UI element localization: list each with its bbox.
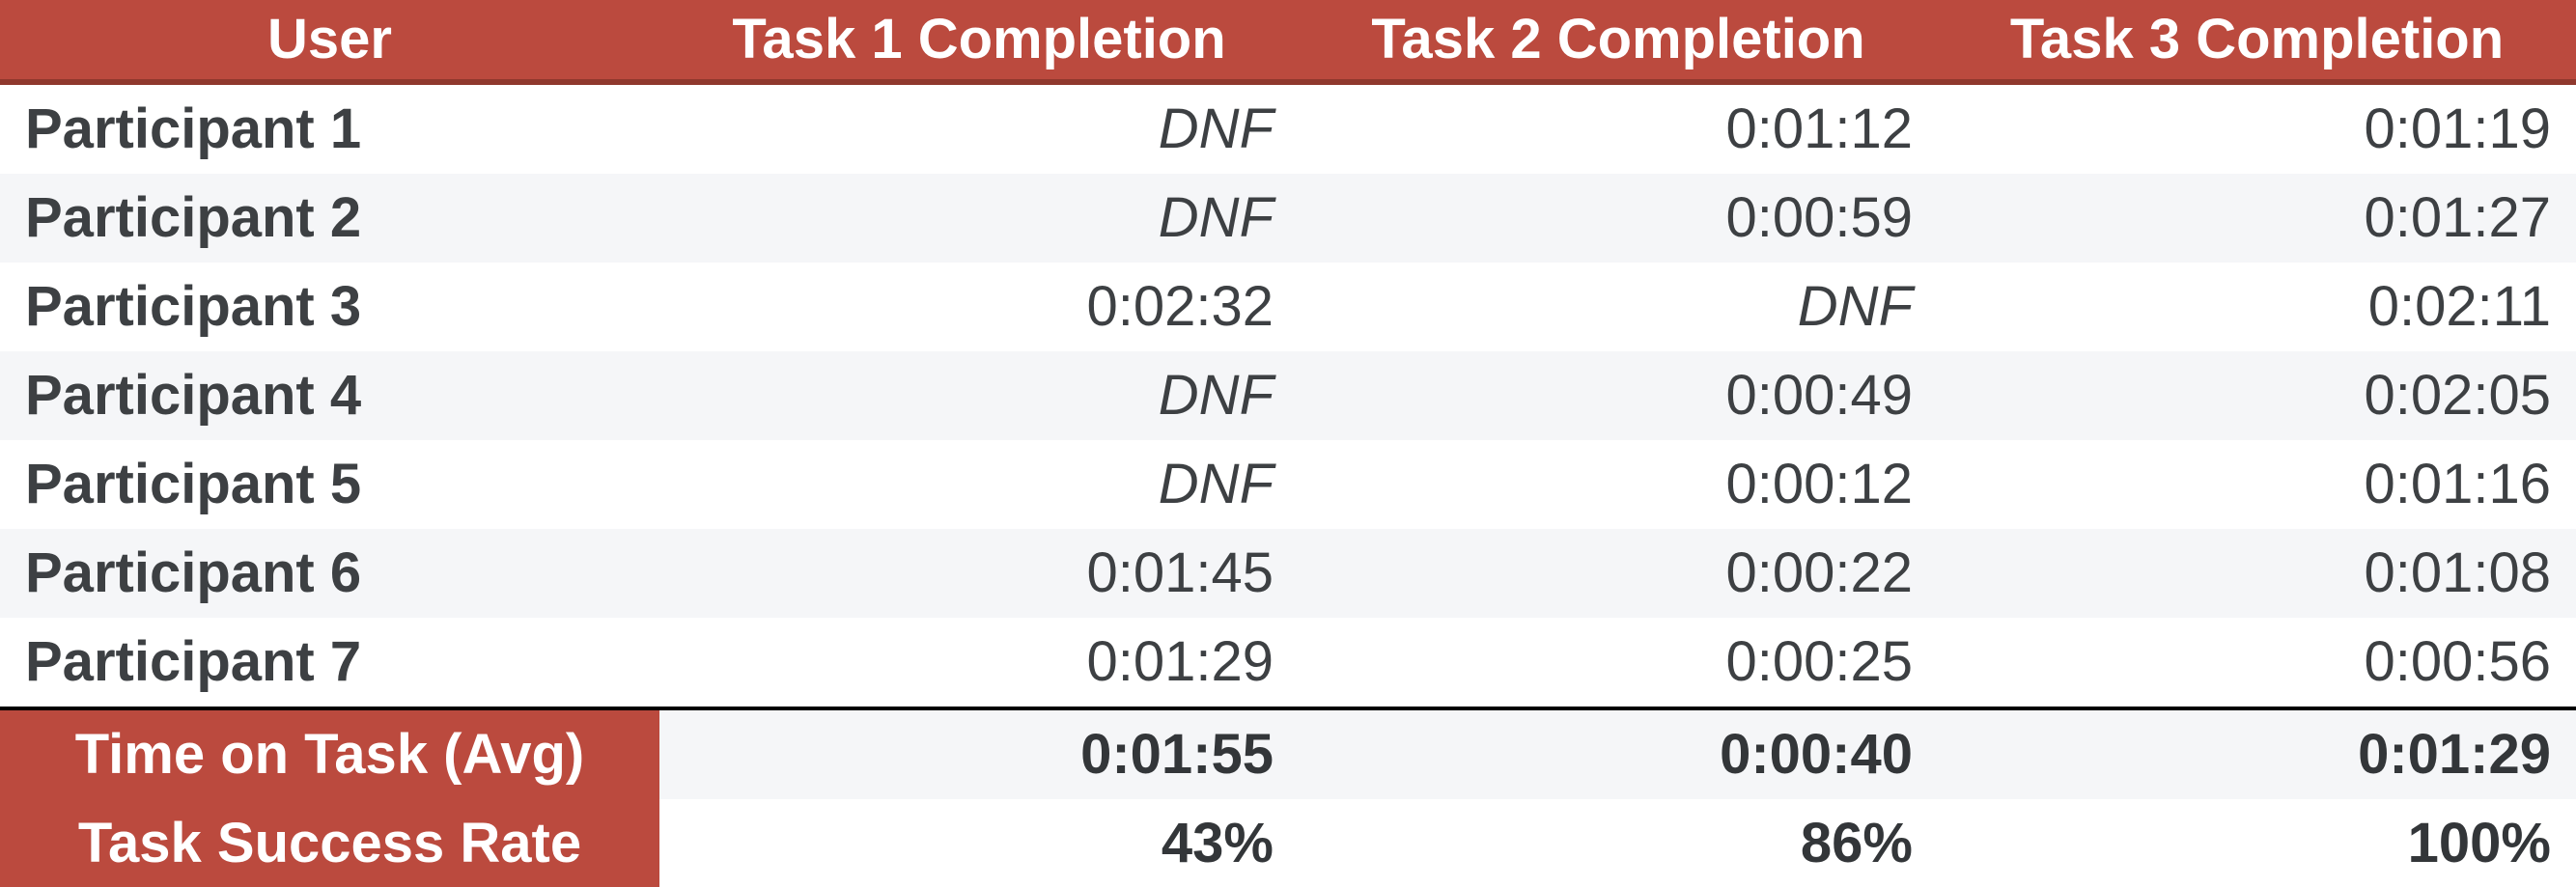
summary-row-label: Time on Task (Avg) [0, 710, 659, 799]
table-row-participant-3: Participant 3 0:02:32 DNF 0:02:11 [0, 263, 2576, 351]
summary-row-success-rate: Task Success Rate 43% 86% 100% [0, 799, 2576, 887]
table-row-participant-4: Participant 4 DNF 0:00:49 0:02:05 [0, 351, 2576, 440]
summary-cell-value: 43% [659, 799, 1299, 887]
cell-value: 0:01:16 [2364, 453, 2551, 515]
cell-value: 0:00:12 [1725, 453, 1913, 515]
table-row-participant-2: Participant 2 DNF 0:00:59 0:01:27 [0, 174, 2576, 263]
cell-value: 0:01:19 [2364, 97, 2551, 160]
summary-cell-value: 86% [1299, 799, 1938, 887]
row-label: Participant 1 [25, 97, 362, 160]
header-row: User Task 1 Completion Task 2 Completion… [0, 0, 2576, 85]
cell-value: 0:00:22 [1725, 541, 1913, 604]
column-header-user: User [267, 8, 392, 70]
summary-cell-value: 0:00:40 [1299, 710, 1938, 799]
cell-value: 0:01:27 [2364, 186, 2551, 249]
cell-value: DNF [1158, 186, 1274, 249]
summary-cell-value: 100% [1938, 799, 2576, 887]
row-label: Participant 3 [25, 275, 362, 338]
row-label: Participant 2 [25, 186, 362, 249]
column-header-task3: Task 3 Completion [2009, 8, 2505, 70]
table-row-participant-1: Participant 1 DNF 0:01:12 0:01:19 [0, 85, 2576, 174]
summary-row-label: Task Success Rate [0, 799, 659, 887]
cell-value: DNF [1797, 275, 1913, 338]
column-header-task1: Task 1 Completion [732, 8, 1226, 70]
cell-value: 0:02:05 [2364, 364, 2551, 427]
cell-value: 0:01:08 [2364, 541, 2551, 604]
cell-value: 0:00:49 [1725, 364, 1913, 427]
summary-cell-value: 0:01:55 [659, 710, 1299, 799]
cell-value: 0:00:56 [2364, 630, 2551, 693]
cell-value: DNF [1158, 364, 1274, 427]
table-row-participant-5: Participant 5 DNF 0:00:12 0:01:16 [0, 440, 2576, 529]
cell-value: 0:01:45 [1086, 541, 1274, 604]
row-label: Participant 5 [25, 453, 362, 515]
row-label: Participant 4 [25, 364, 362, 427]
table-row-participant-6: Participant 6 0:01:45 0:00:22 0:01:08 [0, 529, 2576, 618]
cell-value: 0:02:32 [1086, 275, 1274, 338]
cell-value: DNF [1158, 453, 1274, 515]
cell-value: 0:00:59 [1725, 186, 1913, 249]
cell-value: DNF [1158, 97, 1274, 160]
cell-value: 0:01:29 [1086, 630, 1274, 693]
summary-cell-value: 0:01:29 [1938, 710, 2576, 799]
column-header-task2: Task 2 Completion [1371, 8, 1865, 70]
table-row-participant-7: Participant 7 0:01:29 0:00:25 0:00:56 [0, 618, 2576, 707]
row-label: Participant 6 [25, 541, 362, 604]
cell-value: 0:01:12 [1725, 97, 1913, 160]
cell-value: 0:00:25 [1725, 630, 1913, 693]
summary-row-time-on-task: Time on Task (Avg) 0:01:55 0:00:40 0:01:… [0, 707, 2576, 799]
row-label: Participant 7 [25, 630, 362, 693]
cell-value: 0:02:11 [2367, 275, 2551, 338]
